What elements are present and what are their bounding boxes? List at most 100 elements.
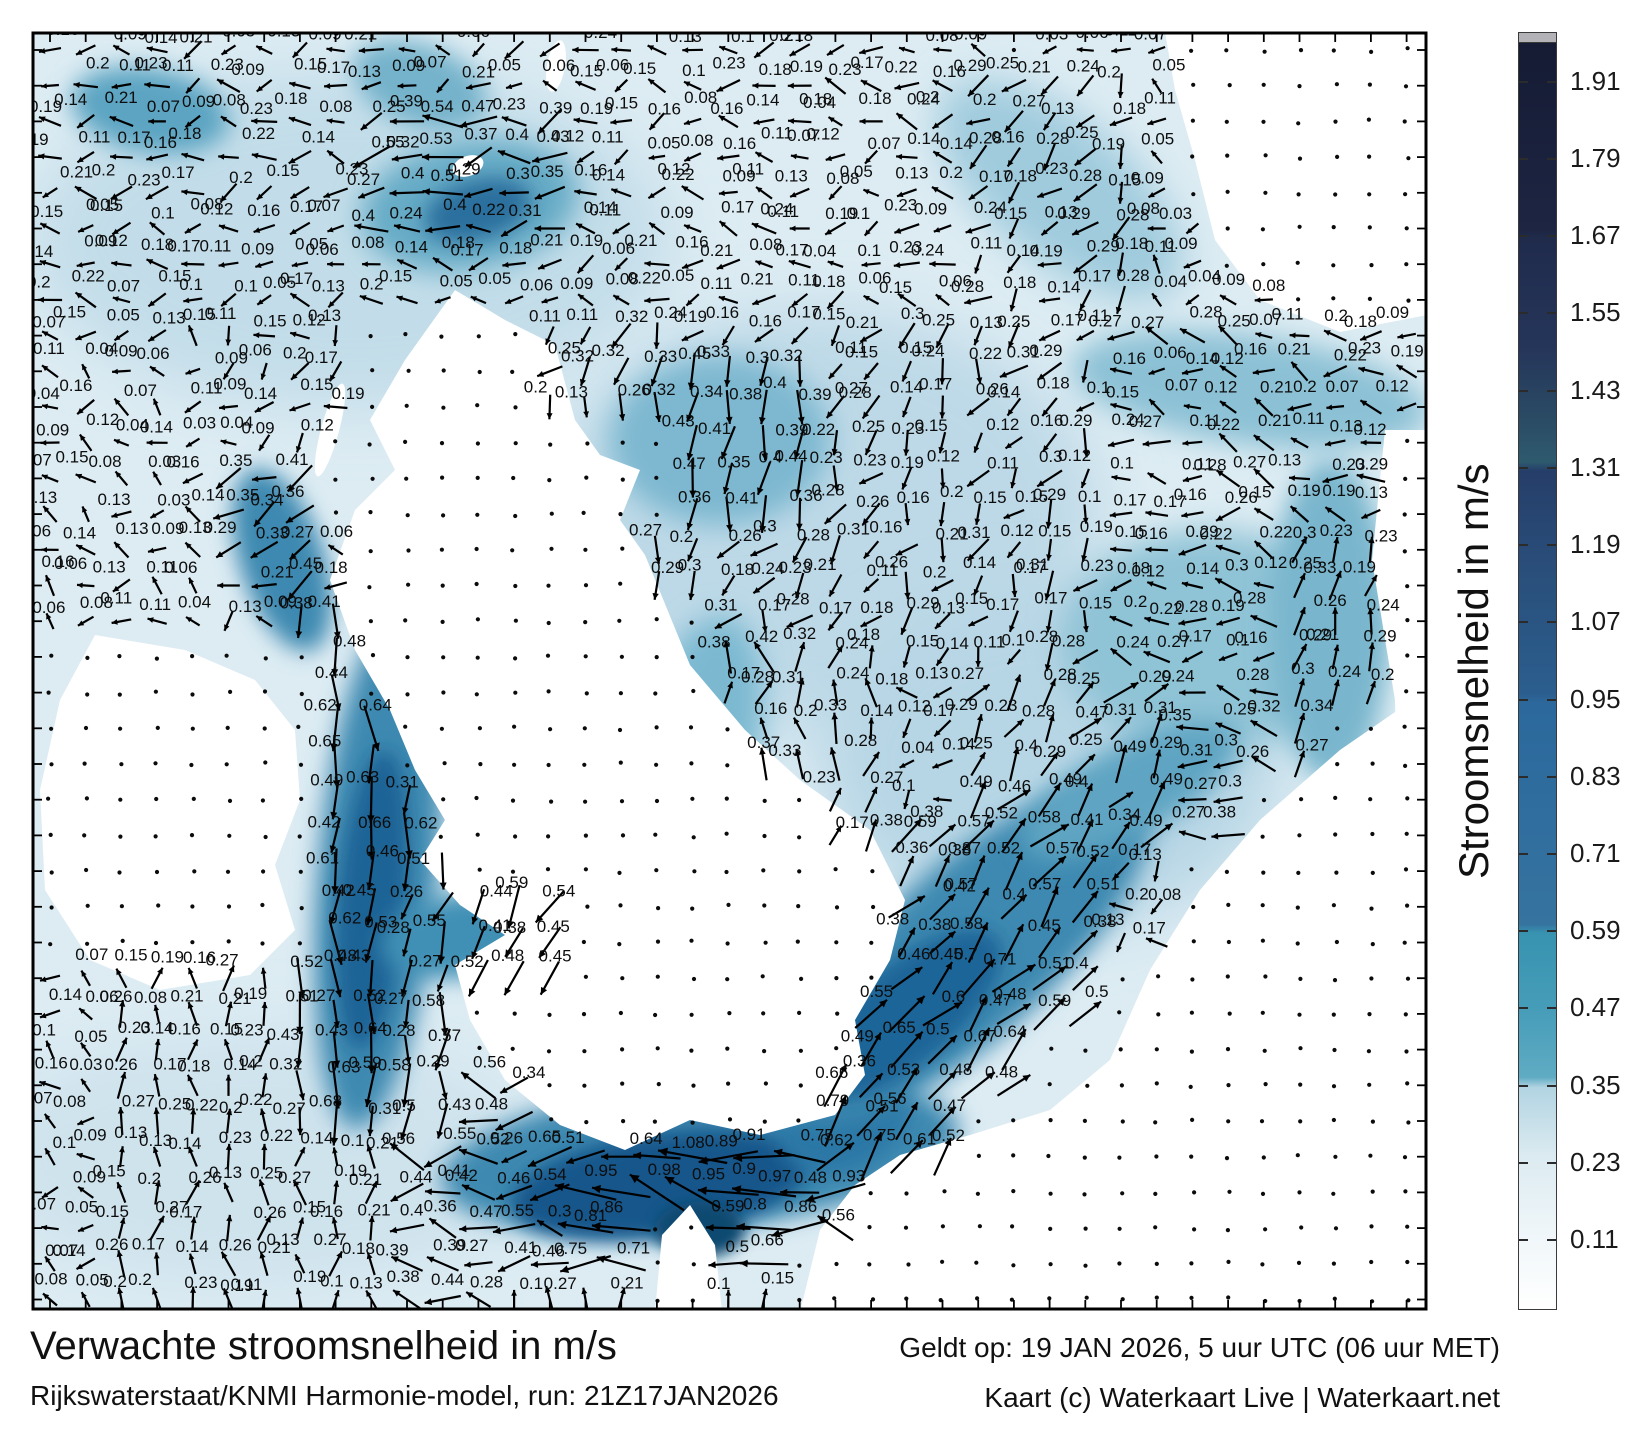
speed-label: 0.26	[976, 379, 1009, 398]
current-arrowhead	[153, 398, 159, 405]
current-arrowhead	[426, 1256, 435, 1263]
grid-dot	[512, 1011, 517, 1016]
current-arrowhead	[833, 484, 840, 492]
current-arrowhead	[792, 555, 799, 563]
colorbar-tick	[1519, 312, 1528, 315]
speed-label: 0.3	[1218, 772, 1242, 791]
speed-label: 0.51	[551, 1128, 584, 1147]
grid-dot	[545, 867, 551, 872]
speed-label: 0.34	[1108, 805, 1141, 824]
speed-label: 0.55	[413, 911, 446, 930]
speed-label: 0.2	[360, 275, 384, 294]
land-norway	[1165, 32, 1427, 332]
speed-label: 0.29	[1087, 237, 1120, 256]
grid-dot	[689, 1048, 694, 1053]
current-arrowhead	[259, 1251, 266, 1259]
grid-dot	[1299, 797, 1304, 802]
current-arrowhead	[933, 227, 941, 233]
speed-label: 0.2	[973, 90, 997, 109]
grid-dot	[763, 1081, 769, 1086]
speed-label: 0.2	[219, 1098, 243, 1117]
speed-label: 0.16	[310, 1202, 343, 1221]
speed-label: 0.44	[315, 663, 348, 682]
current-arrowhead	[788, 118, 795, 124]
speed-label: 0.1	[179, 275, 203, 294]
current-arrowhead	[1177, 762, 1185, 769]
speed-label: 0.11	[767, 202, 799, 221]
current-arrowhead	[828, 623, 835, 631]
current-arrowhead	[424, 1160, 433, 1168]
speed-label: 0.19	[293, 1267, 326, 1286]
grid-dot	[1011, 47, 1017, 53]
speed-label: 0.45	[289, 554, 322, 573]
speed-label: 0.21	[1018, 58, 1051, 77]
current-arrowhead	[146, 439, 153, 446]
grid-dot	[49, 905, 54, 910]
speed-label: 0.04	[220, 413, 253, 432]
current-arrowhead	[42, 331, 49, 337]
current-arrowhead	[185, 121, 192, 128]
grid-dot	[1331, 263, 1336, 268]
current-arrowhead	[1254, 398, 1262, 405]
speed-label: 0.5	[725, 1237, 749, 1256]
current-arrowhead	[573, 117, 581, 124]
grid-dot	[403, 439, 408, 444]
current-arrowhead	[254, 519, 261, 527]
speed-label: 0.09	[1131, 169, 1164, 188]
current-arrowhead	[326, 46, 333, 53]
speed-label: 0.54	[421, 97, 454, 116]
current-arrowhead	[441, 1092, 448, 1100]
speed-label: 0.14	[1047, 278, 1080, 297]
colorbar-tick-label: 0.11	[1570, 1224, 1619, 1255]
speed-label: 0.16	[46, 20, 79, 39]
current-arrowhead	[896, 113, 904, 120]
grid-dot	[369, 691, 374, 696]
speed-label: 0.15	[114, 946, 147, 965]
current-arrowhead	[1115, 306, 1122, 314]
speed-label: 0.11	[599, 19, 631, 38]
speed-label: 0.33	[256, 524, 289, 543]
current-arrowhead	[437, 956, 445, 964]
speed-label: 0.08	[826, 169, 859, 188]
grid-dot	[403, 724, 408, 729]
grid-dot	[549, 1117, 554, 1122]
current-arrowhead	[653, 342, 660, 349]
speed-label: 0.27	[1184, 774, 1217, 793]
current-arrowhead	[755, 260, 762, 266]
grid-dot	[1010, 1224, 1015, 1229]
current-arrowhead	[761, 453, 769, 461]
speed-label: 0.24	[911, 240, 944, 259]
current-arrowhead	[436, 1130, 444, 1139]
speed-label: 0.16	[183, 948, 216, 967]
current-arrowhead	[979, 781, 987, 790]
current-arrowhead	[754, 51, 761, 58]
speed-label: 0.57	[1046, 839, 1079, 858]
current-arrowhead	[1368, 536, 1375, 544]
current-arrowhead	[256, 46, 263, 52]
current-arrow	[731, 1187, 797, 1198]
current-arrowhead	[717, 551, 725, 559]
grid-dot	[654, 617, 659, 622]
grid-dot	[263, 834, 268, 840]
colorbar-tick	[1547, 389, 1556, 392]
grid-dot	[868, 1191, 873, 1196]
current-arrowhead	[258, 1179, 265, 1187]
current-arrowhead	[152, 1287, 158, 1295]
current-arrowhead	[328, 545, 335, 551]
speed-label: 0.07	[1326, 377, 1359, 396]
speed-label: 0.18	[721, 560, 754, 579]
grid-dot	[584, 691, 589, 696]
current-arrowhead	[181, 189, 188, 196]
current-arrowhead	[1396, 365, 1404, 371]
current-arrowhead	[1051, 752, 1059, 760]
current-arrowhead	[291, 373, 298, 380]
current-arrowhead	[825, 228, 832, 235]
grid-dot	[870, 869, 875, 874]
speed-label: 0.23	[230, 1021, 263, 1040]
current-arrowhead	[78, 1186, 85, 1193]
speed-label: 0.44	[480, 882, 513, 901]
current-arrowhead	[181, 152, 189, 159]
current-arrowhead	[403, 1021, 410, 1028]
speed-label: 0.15	[1108, 171, 1141, 190]
speed-label: 0.14	[20, 242, 53, 261]
